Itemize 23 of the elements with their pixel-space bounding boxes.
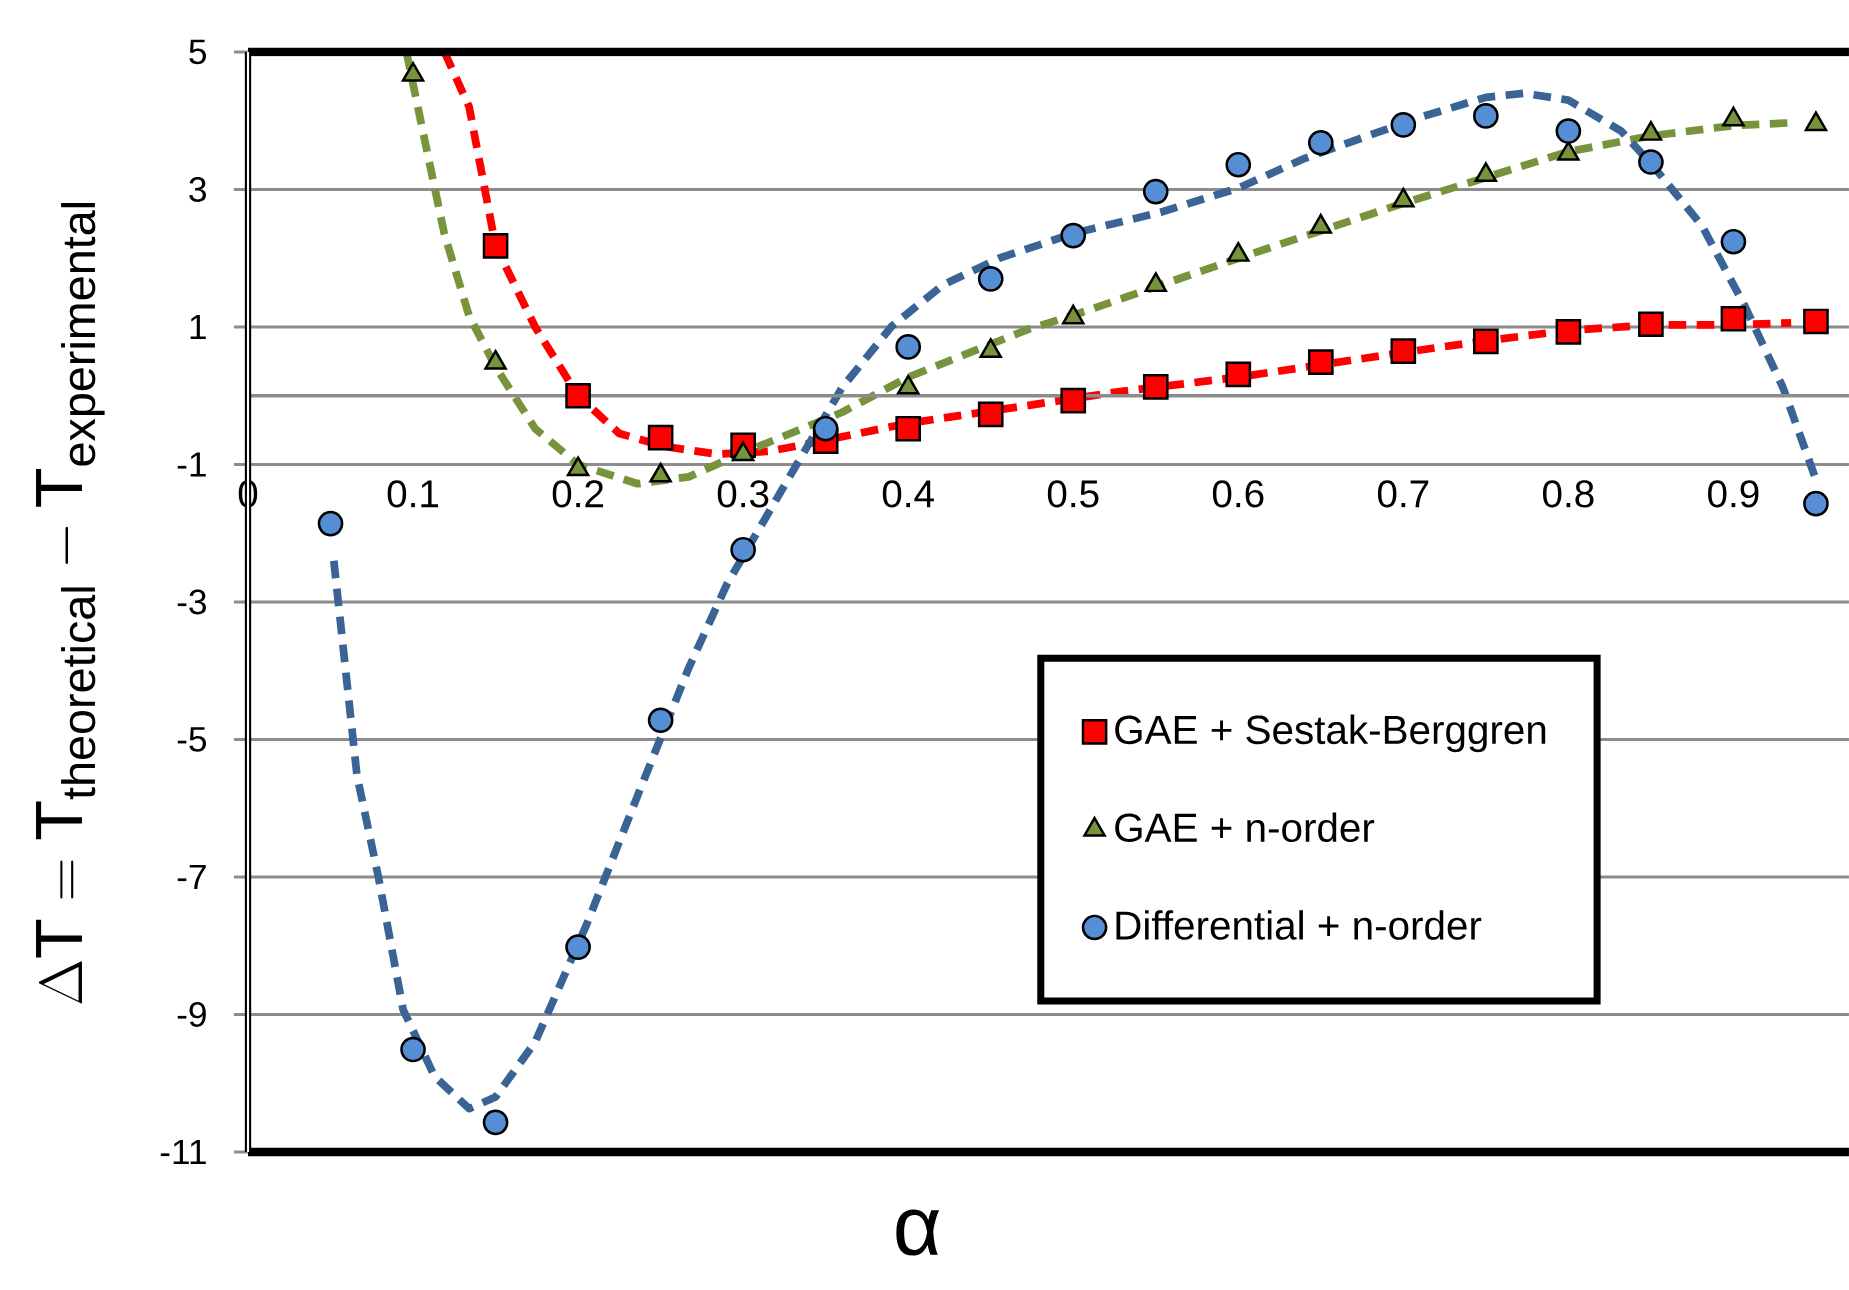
y-tick-label: -11 [160,1139,206,1165]
y-tick-label: -3 [177,589,206,615]
x-tick-label: 0.7 [1377,480,1429,508]
y-tick-label: 3 [189,177,206,202]
y-tick-label: -5 [177,727,207,752]
y-tick-label: -7 [177,864,206,890]
legend-label: Differential + n-order [1116,910,1482,940]
x-tick-label: 0.3 [717,480,769,508]
x-tick-label: 0.4 [882,480,934,508]
legend-label: GAE + n-order [1115,812,1375,843]
y-tick-label: 1 [190,314,206,340]
x-tick-label: 0.8 [1543,480,1594,508]
y-tick-label: -9 [177,1002,206,1027]
y-tick-label: 5 [189,39,206,65]
x-tick-label: 0.5 [1047,480,1099,508]
x-tick-label: 0.9 [1708,480,1759,508]
x-axis-title: α [896,1209,940,1256]
y-tick-label: -1 [177,452,206,477]
x-tick-label: 0.2 [552,480,604,508]
y-axis-title: $\Delta \mathrm{T} = \mathrm{T}_{\mathrm{theoretical}} - \mathrm{T}_{\mathrm{experimental}}$ [36,203,105,1004]
legend-label: GAE + Sestak-Berggren [1115,714,1546,753]
x-tick-label: 0.1 [387,480,439,508]
x-tick-label: 0.6 [1212,480,1264,508]
